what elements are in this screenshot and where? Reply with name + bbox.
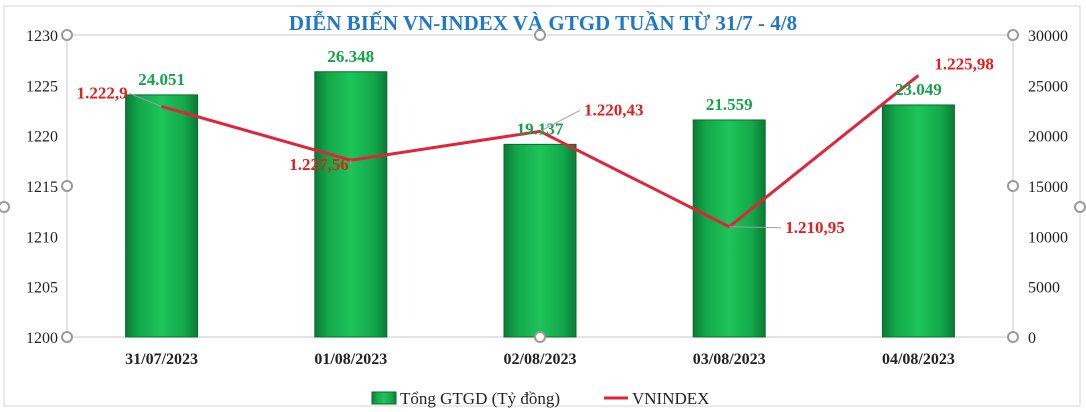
y-right-tick-label: 25000 bbox=[1028, 78, 1068, 95]
handle-bottom-right[interactable] bbox=[1007, 331, 1019, 343]
legend-label-gtgd: Tổng GTGD (Tỷ đồng) bbox=[400, 389, 560, 408]
handle-bottom-left[interactable] bbox=[61, 331, 73, 343]
y-left-tick-label: 1200 bbox=[26, 330, 58, 347]
line-data-label: 1.225,98 bbox=[934, 54, 994, 73]
bar-gtgd[interactable] bbox=[692, 119, 766, 338]
handle-mid-left[interactable] bbox=[61, 180, 73, 192]
x-tick-label: 02/08/2023 bbox=[504, 351, 577, 368]
x-tick-label: 04/08/2023 bbox=[882, 351, 955, 368]
label-leader-line bbox=[129, 93, 162, 107]
handle-frame-right[interactable] bbox=[1074, 201, 1086, 213]
bar-data-label: 21.559 bbox=[706, 95, 753, 114]
bar-gtgd[interactable] bbox=[503, 143, 577, 338]
handle-top-mid[interactable] bbox=[534, 29, 546, 41]
x-tick-label: 03/08/2023 bbox=[693, 351, 766, 368]
handle-bottom-mid[interactable] bbox=[534, 331, 546, 343]
y-axis-right: 0 5000 10000 15000 20000 25000 30000 bbox=[1028, 28, 1068, 347]
line-data-label: 1.227,56 bbox=[289, 155, 349, 174]
y-left-tick-label: 1215 bbox=[26, 179, 58, 196]
handle-frame-left[interactable] bbox=[0, 201, 10, 213]
y-left-tick-label: 1210 bbox=[26, 229, 58, 246]
bar-data-label: 23.049 bbox=[895, 80, 942, 99]
handle-top-right[interactable] bbox=[1007, 29, 1019, 41]
bar-gtgd[interactable] bbox=[881, 104, 955, 338]
handle-mid-right[interactable] bbox=[1007, 180, 1019, 192]
selection-handles[interactable] bbox=[0, 29, 1086, 343]
y-right-tick-label: 0 bbox=[1028, 330, 1036, 347]
line-data-labels: 1.222,9 1.227,56 1.220,43 1.210,95 1.225,98 bbox=[77, 54, 994, 236]
y-right-tick-label: 20000 bbox=[1028, 129, 1068, 146]
x-tick-label: 01/08/2023 bbox=[314, 351, 387, 368]
line-data-label: 1.210,95 bbox=[785, 218, 845, 237]
line-data-label: 1.222,9 bbox=[77, 83, 128, 102]
legend-swatch-gtgd bbox=[371, 391, 397, 405]
label-leader-line bbox=[539, 109, 581, 132]
bar-data-label: 19.137 bbox=[517, 119, 564, 138]
bar-gtgd[interactable] bbox=[125, 94, 199, 338]
bar-data-label: 24.051 bbox=[138, 70, 185, 89]
bar-data-label: 26.348 bbox=[327, 47, 374, 66]
legend: Tổng GTGD (Tỷ đồng) VNINDEX bbox=[371, 389, 709, 408]
handle-top-left[interactable] bbox=[61, 29, 73, 41]
bar-data-labels: 24.051 26.348 19.137 21.559 23.049 bbox=[138, 47, 942, 139]
x-axis: 31/07/2023 01/08/2023 02/08/2023 03/08/2023… bbox=[125, 351, 955, 368]
y-left-tick-label: 1225 bbox=[26, 78, 58, 95]
label-leader-line bbox=[729, 226, 782, 229]
y-right-tick-label: 5000 bbox=[1028, 280, 1060, 297]
series-gtgd-bars bbox=[125, 71, 955, 338]
x-tick-label: 31/07/2023 bbox=[125, 351, 198, 368]
bar-gtgd[interactable] bbox=[314, 71, 388, 338]
line-data-label: 1.220,43 bbox=[584, 100, 644, 119]
y-axis-left: 1200 1205 1210 1215 1220 1225 1230 bbox=[26, 28, 58, 347]
y-right-tick-label: 10000 bbox=[1028, 229, 1068, 246]
legend-label-vnindex: VNINDEX bbox=[632, 389, 709, 408]
y-left-tick-label: 1230 bbox=[26, 28, 58, 45]
y-left-tick-label: 1220 bbox=[26, 129, 58, 146]
y-right-tick-label: 30000 bbox=[1028, 28, 1068, 45]
y-left-tick-label: 1205 bbox=[26, 280, 58, 297]
y-right-tick-label: 15000 bbox=[1028, 179, 1068, 196]
